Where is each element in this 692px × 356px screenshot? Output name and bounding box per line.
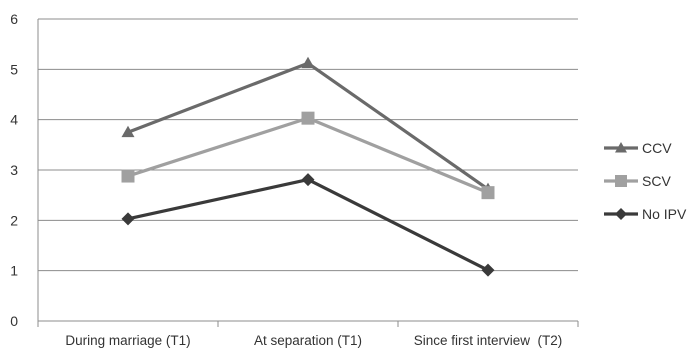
point-no-ipv-2 [481, 263, 495, 277]
legend-label-no-ipv: No IPV [642, 206, 687, 222]
y-tick-label-5: 5 [10, 61, 18, 77]
point-ccv-0 [121, 125, 135, 138]
point-no-ipv-1 [301, 173, 315, 187]
point-scv-0 [121, 169, 135, 183]
y-tick-label-2: 2 [10, 212, 18, 228]
legend-label-ccv: CCV [642, 140, 672, 156]
legend-marker-no-ipv [615, 208, 627, 220]
x-tick-label-1: At separation (T1) [254, 333, 362, 348]
point-scv-2 [481, 186, 495, 200]
legend-marker-scv [615, 175, 627, 187]
y-tick-label-6: 6 [10, 11, 18, 27]
y-tick-label-4: 4 [10, 112, 18, 128]
point-ccv-1 [301, 56, 315, 69]
point-no-ipv-0 [121, 212, 135, 226]
legend-label-scv: SCV [642, 173, 671, 189]
legend-marker-ccv [615, 142, 627, 153]
point-scv-1 [301, 111, 315, 125]
x-tick-label-2: Since first interview (T2) [414, 333, 563, 348]
series-line-no-ipv [127, 177, 489, 272]
x-tick-label-0: During marriage (T1) [65, 333, 190, 348]
y-tick-label-3: 3 [10, 162, 18, 178]
y-tick-label-0: 0 [10, 313, 18, 329]
y-tick-label-1: 1 [10, 263, 18, 279]
